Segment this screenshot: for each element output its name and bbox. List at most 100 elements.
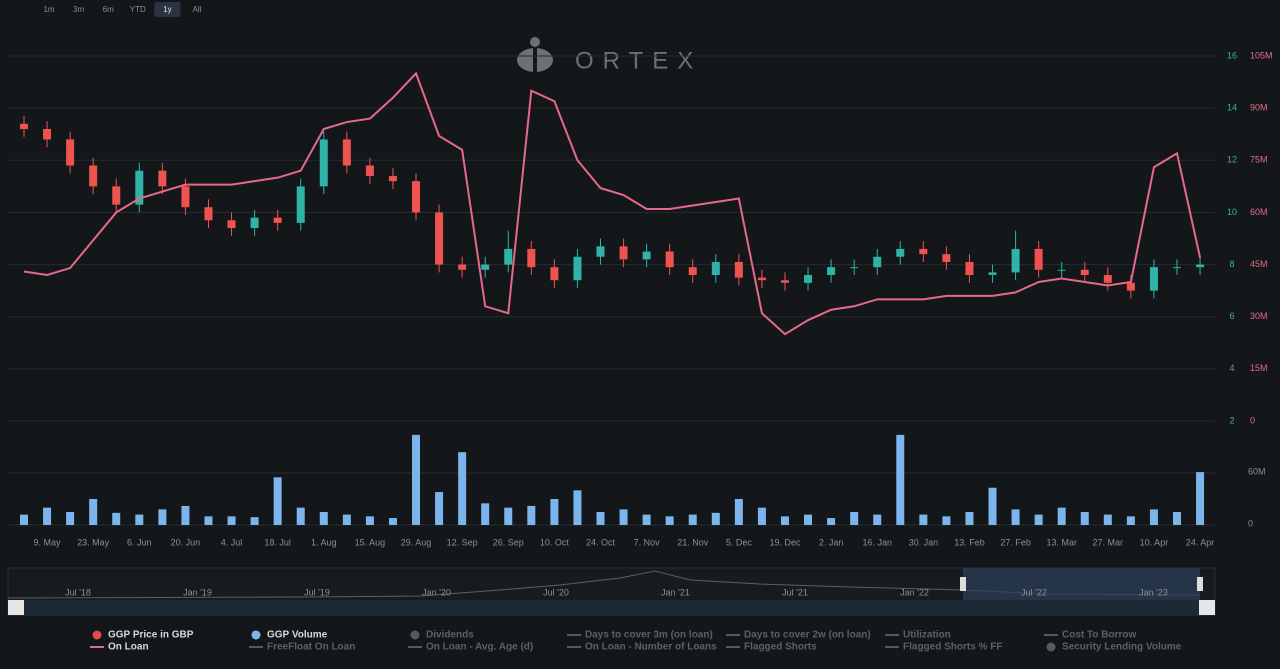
candle-body — [873, 256, 882, 268]
scroll-right[interactable] — [1199, 600, 1215, 615]
range-button[interactable]: 1m — [43, 5, 54, 14]
volume-bar — [250, 517, 259, 525]
candle-body — [89, 165, 98, 187]
legend-item[interactable]: Utilization — [903, 630, 951, 641]
legend-item[interactable]: Security Lending Volume — [1062, 642, 1182, 653]
range-button[interactable]: 1y — [163, 5, 171, 14]
navigator-label: Jul '19 — [304, 587, 330, 597]
volume-bar — [1173, 512, 1181, 525]
navigator-handle[interactable] — [960, 577, 966, 591]
candle-body — [204, 207, 213, 221]
navigator-label: Jan '19 — [183, 587, 212, 597]
volume-bar — [296, 507, 305, 525]
candle-body — [458, 264, 467, 270]
volume-bar — [1126, 516, 1135, 525]
candle-body — [1103, 275, 1112, 283]
legend-item[interactable]: Flagged Shorts — [744, 642, 817, 653]
y-tick-label: 8 — [1229, 259, 1234, 269]
logo-text: ORTEX — [575, 47, 702, 74]
candle-body — [757, 277, 766, 281]
candle-body — [1126, 282, 1135, 291]
legend-marker[interactable] — [251, 630, 261, 640]
volume-bar — [181, 505, 190, 525]
volume-bar — [1196, 472, 1205, 525]
legend-marker[interactable] — [92, 630, 102, 640]
navigator-label: Jan '21 — [661, 587, 690, 597]
x-tick-label: 29. Aug — [401, 537, 432, 547]
legend-item[interactable]: Days to cover 3m (on loan) — [585, 630, 713, 641]
y-tick-label: 6 — [1229, 311, 1234, 321]
legend-item[interactable]: FreeFloat On Loan — [267, 642, 355, 653]
volume-bar — [942, 516, 951, 525]
volume-bar — [804, 514, 813, 525]
legend-marker[interactable] — [410, 630, 420, 640]
x-tick-label: 10. Oct — [540, 537, 570, 547]
navigator-handle[interactable] — [1197, 577, 1203, 591]
candle-body — [1173, 267, 1181, 269]
legend-marker[interactable] — [1046, 642, 1056, 652]
volume-bar — [757, 507, 766, 525]
scroll-left[interactable] — [8, 600, 24, 615]
volume-bar — [158, 509, 167, 525]
x-tick-label: 6. Jun — [127, 537, 152, 547]
legend-item[interactable]: On Loan - Number of Loans — [585, 642, 717, 653]
volume-bar — [1011, 509, 1020, 525]
volume-bar — [504, 507, 513, 525]
y2-tick-label: 30M — [1250, 311, 1268, 321]
volume-bar — [850, 512, 859, 525]
legend-item[interactable]: On Loan - Avg. Age (d) — [426, 642, 533, 653]
volume-bar — [919, 514, 928, 525]
range-button[interactable]: YTD — [130, 5, 146, 14]
x-tick-label: 21. Nov — [677, 537, 709, 547]
on-loan-line — [23, 71, 1202, 336]
volume-bar — [112, 512, 121, 525]
x-tick-label: 5. Dec — [726, 537, 753, 547]
range-button-bg[interactable] — [154, 2, 181, 17]
legend-item[interactable]: GGP Volume — [267, 630, 328, 641]
range-button[interactable]: 6m — [103, 5, 114, 14]
x-tick-label: 26. Sep — [493, 537, 524, 547]
legend-item[interactable]: Cost To Borrow — [1062, 630, 1136, 641]
volume-bar — [1057, 507, 1066, 525]
candle-body — [365, 165, 374, 176]
legend-item[interactable]: Dividends — [426, 630, 474, 641]
legend-item[interactable]: GGP Price in GBP — [108, 630, 194, 641]
y-tick-label: 14 — [1227, 103, 1237, 113]
volume-bar — [20, 514, 28, 525]
volume-bar — [988, 487, 997, 525]
x-tick-label: 20. Jun — [171, 537, 201, 547]
volume-bar — [873, 514, 882, 525]
y2-tick-label: 15M — [1250, 363, 1268, 373]
navigator-label: Jan '22 — [900, 587, 929, 597]
volume-bar — [273, 477, 282, 525]
scrollbar[interactable] — [8, 600, 1215, 615]
x-tick-label: 19. Dec — [769, 537, 801, 547]
y2-tick-label: 75M — [1250, 155, 1268, 165]
range-button[interactable]: All — [193, 5, 202, 14]
volume-bar — [642, 514, 651, 525]
candle-body — [158, 170, 167, 187]
candle-body — [780, 280, 789, 283]
volume-bar — [965, 512, 974, 525]
navigator-label: Jan '20 — [422, 587, 451, 597]
candle-body — [965, 261, 974, 275]
y2-tick-label: 90M — [1250, 103, 1268, 113]
x-tick-label: 15. Aug — [355, 537, 386, 547]
x-tick-label: 18. Jul — [264, 537, 291, 547]
volume-bar — [135, 514, 144, 525]
legend-item[interactable]: Days to cover 2w (on loan) — [744, 630, 871, 641]
legend-item[interactable]: Flagged Shorts % FF — [903, 642, 1002, 653]
x-tick-label: 13. Feb — [954, 537, 985, 547]
range-button[interactable]: 3m — [73, 5, 84, 14]
x-tick-label: 4. Jul — [221, 537, 243, 547]
candle-body — [804, 275, 813, 283]
candle-body — [734, 261, 743, 278]
x-tick-label: 27. Mar — [1093, 537, 1124, 547]
legend-item[interactable]: On Loan — [108, 642, 149, 653]
volume-bar — [665, 516, 674, 525]
candle-body — [711, 261, 720, 275]
candle-body — [850, 267, 859, 269]
volume-bar — [365, 516, 374, 525]
